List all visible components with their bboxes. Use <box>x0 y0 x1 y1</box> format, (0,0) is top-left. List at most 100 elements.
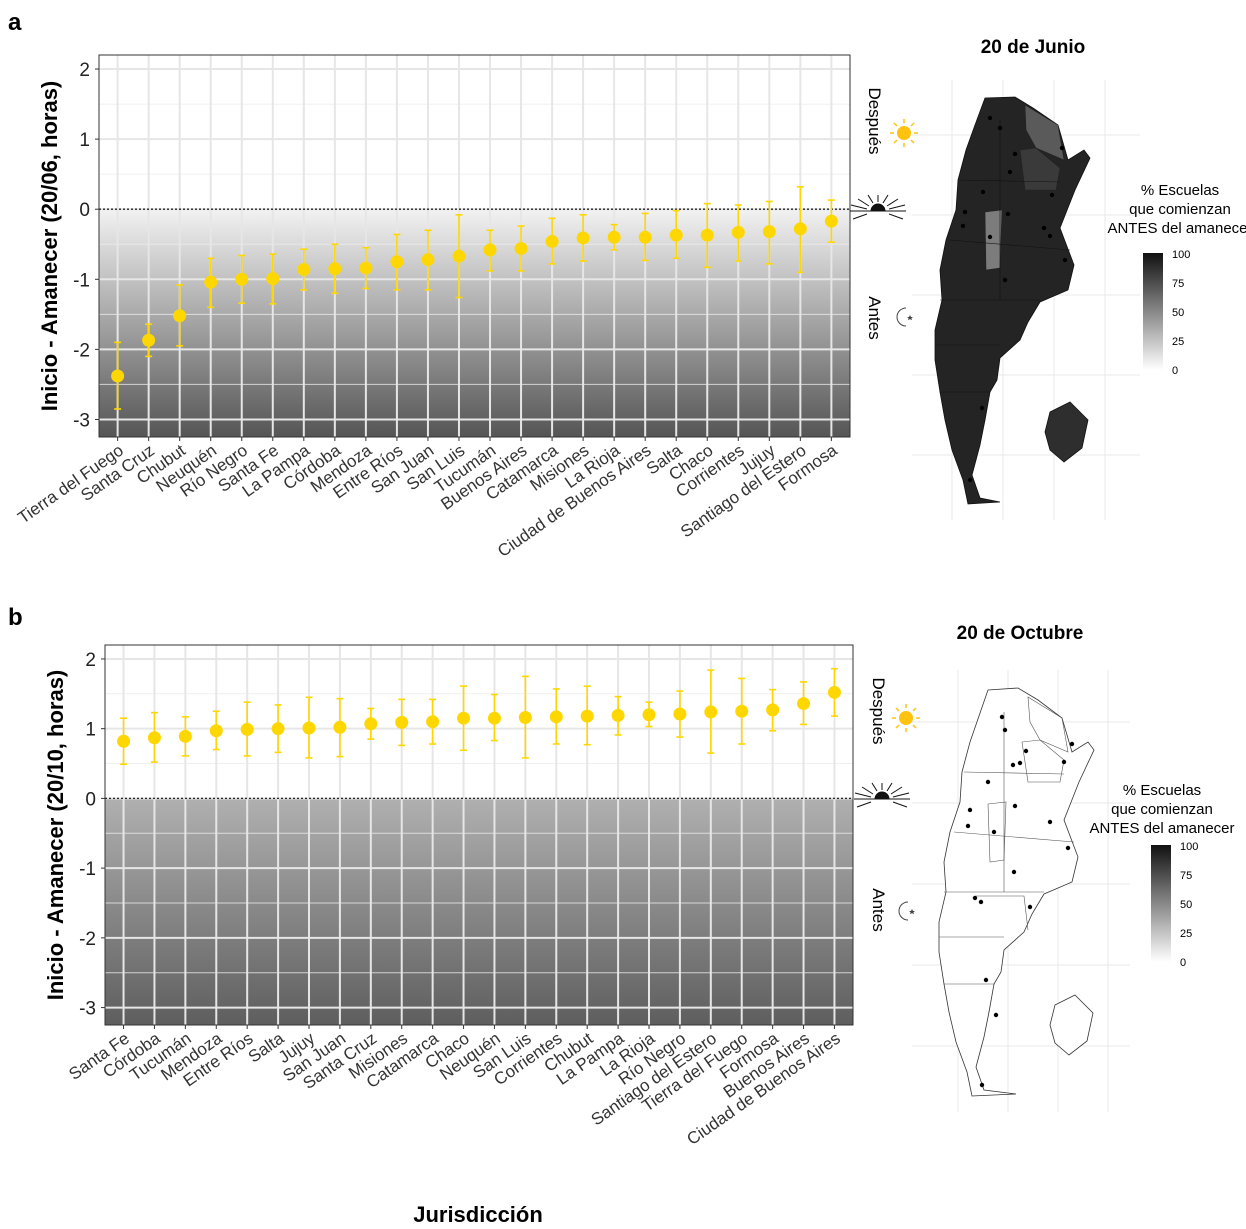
chart-b: -3 -2 -1 0 1 2 Inicio - Amanecer (20/10, horas… <box>43 644 854 1149</box>
data-point <box>483 243 497 257</box>
data-point <box>797 697 811 711</box>
legend-title-line-1: % Escuelas <box>1141 182 1219 199</box>
data-point <box>426 715 440 729</box>
map-june <box>912 80 1140 520</box>
data-point <box>421 253 435 267</box>
panel-letter: b <box>8 604 23 631</box>
data-point <box>638 230 652 244</box>
data-point <box>333 720 347 734</box>
argentina-shape <box>934 96 1091 505</box>
data-point <box>457 711 471 725</box>
data-point <box>173 309 187 323</box>
data-point <box>545 234 559 248</box>
legend-title-line-2: que comienzan <box>1111 801 1213 818</box>
map-october <box>912 670 1130 1112</box>
moon-icon <box>896 307 914 327</box>
sun-icon <box>889 118 919 148</box>
y-tick-label: -1 <box>73 270 90 291</box>
data-point <box>611 708 625 722</box>
after-label: Después <box>865 87 884 154</box>
city-points <box>960 115 1068 483</box>
sunrise-icon <box>853 782 911 808</box>
legend-tick: 75 <box>1172 278 1184 290</box>
data-point <box>297 262 311 276</box>
map-title: 20 de Octubre <box>957 623 1084 644</box>
data-point <box>142 333 156 347</box>
province-chaco <box>1019 147 1061 191</box>
data-point <box>178 729 192 743</box>
data-point <box>117 734 131 748</box>
x-axis-title: Jurisdicción <box>413 1202 543 1227</box>
data-point <box>549 710 563 724</box>
data-point <box>204 275 218 289</box>
data-point <box>518 711 532 725</box>
map-legend: % Escuelas que comienzan ANTES del amane… <box>1089 782 1234 969</box>
legend-tick: 50 <box>1172 307 1184 319</box>
province-san-luis <box>984 209 1003 271</box>
legend-tick: 100 <box>1180 841 1198 853</box>
data-point <box>762 225 776 239</box>
after-annotation: Después <box>869 677 921 745</box>
plot-border <box>104 644 854 1026</box>
data-point <box>235 272 249 286</box>
before-annotation: Antes <box>865 296 914 340</box>
legend-tick: 75 <box>1180 870 1192 882</box>
y-tick-label: 1 <box>85 720 96 741</box>
before-label: Antes <box>865 296 884 339</box>
plot-background-after <box>105 645 853 799</box>
data-point <box>514 241 528 255</box>
malvinas-islands <box>1049 994 1094 1056</box>
data-point <box>302 721 316 735</box>
legend-tick: 50 <box>1180 899 1192 911</box>
legend-tick: 100 <box>1172 249 1190 261</box>
legend-title-line-2: que comienzan <box>1129 201 1231 218</box>
legend-tick: 25 <box>1172 336 1184 348</box>
data-point <box>271 722 285 736</box>
after-annotation: Después <box>865 87 919 155</box>
province-borders <box>939 696 1075 985</box>
city-points <box>965 714 1075 1088</box>
y-axis-label: Inicio - Amanecer (20/10, horas) <box>43 670 68 1001</box>
y-tick-label: -2 <box>79 929 96 950</box>
panel-letter: a <box>8 9 22 36</box>
sunrise-icon <box>849 194 907 220</box>
data-point <box>390 255 404 269</box>
legend-title-line-1: % Escuelas <box>1123 782 1201 799</box>
data-point <box>735 704 749 718</box>
data-point <box>827 685 841 699</box>
data-point <box>209 724 223 738</box>
data-point <box>266 272 280 286</box>
data-point <box>673 707 687 721</box>
plot-border <box>98 54 851 438</box>
data-point <box>111 369 125 383</box>
legend-title-line-3: ANTES del amanecer <box>1107 220 1246 237</box>
data-point <box>642 708 656 722</box>
data-point <box>607 230 621 244</box>
data-point <box>359 261 373 275</box>
malvinas-islands <box>1044 401 1089 463</box>
y-tick-label: -1 <box>79 859 96 880</box>
before-label: Antes <box>869 888 888 931</box>
moon-icon <box>898 901 916 921</box>
data-point <box>240 722 254 736</box>
data-point <box>704 705 718 719</box>
legend-title-line-3: ANTES del amanecer <box>1089 820 1234 837</box>
y-tick-label: -3 <box>73 410 90 431</box>
y-tick-label: -3 <box>79 999 96 1020</box>
y-tick-label: 0 <box>85 789 96 810</box>
data-point <box>328 262 342 276</box>
data-point <box>147 731 161 745</box>
panel-a: a -3 -2 -1 0 1 2 Inicio - Amanecer (20/06, hor… <box>8 9 1246 561</box>
map-title: 20 de Junio <box>981 37 1086 58</box>
legend-tick: 0 <box>1172 365 1178 377</box>
before-annotation: Antes <box>869 888 916 932</box>
data-point <box>580 709 594 723</box>
data-point <box>576 231 590 245</box>
data-point <box>669 228 683 242</box>
legend-tick: 0 <box>1180 957 1186 969</box>
y-tick-label: 0 <box>79 200 90 221</box>
data-point <box>793 222 807 236</box>
legend-colorbar <box>1151 845 1171 962</box>
y-tick-label: 1 <box>79 130 90 151</box>
y-tick-label: 2 <box>85 650 96 671</box>
